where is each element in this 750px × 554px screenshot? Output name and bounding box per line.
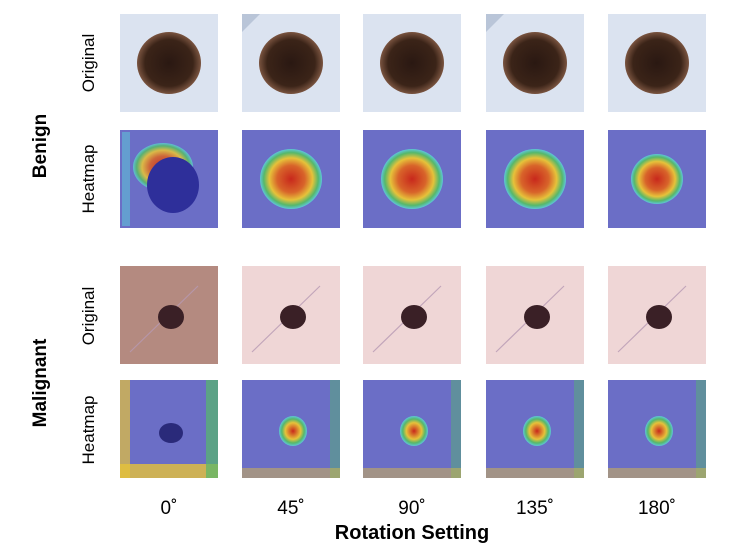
column-label-45: 45˚ — [277, 498, 305, 519]
malignant-heatmap-tile-180 — [608, 380, 706, 478]
column-label-135: 135˚ — [515, 498, 555, 519]
malignant-heatmap-tile-0 — [120, 380, 218, 478]
benign-original-tile-0 — [120, 14, 218, 112]
malignant-original-tile-90 — [363, 266, 461, 364]
benign-original-tile-45 — [242, 14, 340, 112]
x-axis-title: Rotation Setting — [334, 522, 490, 544]
malignant-original-tile-135 — [486, 266, 584, 364]
malignant-original-tile-180 — [608, 266, 706, 364]
column-label-90: 90˚ — [398, 498, 426, 519]
benign-original-tile-90 — [363, 14, 461, 112]
benign-original-tile-180 — [608, 14, 706, 112]
benign-heatmap-tile-180 — [608, 130, 706, 228]
benign-original-tile-135 — [486, 14, 584, 112]
malignant-original-tile-0 — [120, 266, 218, 364]
benign-heatmap-tile-45 — [242, 130, 340, 228]
malignant-heatmap-tile-135 — [486, 380, 584, 478]
benign-heatmap-tile-90 — [363, 130, 461, 228]
malignant-original-tile-45 — [242, 266, 340, 364]
benign-heatmap-tile-0 — [120, 130, 218, 228]
malignant-heatmap-tile-45 — [242, 380, 340, 478]
malignant-heatmap-tile-90 — [363, 380, 461, 478]
column-label-0: 0˚ — [160, 498, 178, 519]
column-label-180: 180˚ — [637, 498, 677, 519]
benign-heatmap-tile-135 — [486, 130, 584, 228]
